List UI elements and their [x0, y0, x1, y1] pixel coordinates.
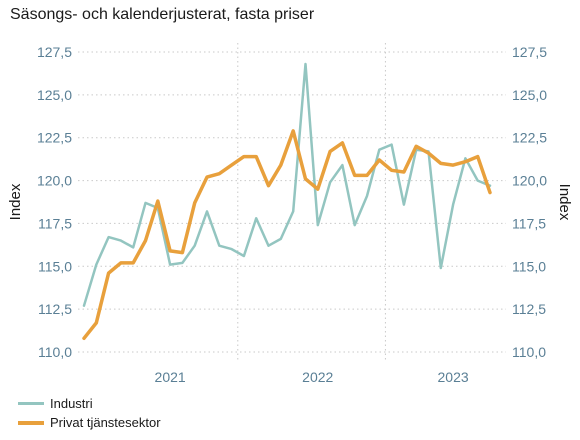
y-tick-label-left: 120,0 — [37, 173, 72, 189]
series-line-industri — [82, 62, 492, 307]
y-axis-right-title: Index — [556, 184, 573, 221]
x-tick-label: 2023 — [438, 369, 469, 385]
y-tick-label-right: 120,0 — [512, 173, 547, 189]
y-tick-label-right: 110,0 — [512, 344, 546, 360]
legend-label-industri: Industri — [50, 396, 93, 411]
y-axis-left-title: Index — [7, 183, 24, 220]
y-tick-label-left: 112,5 — [38, 301, 72, 317]
y-tick-label-right: 122,5 — [512, 130, 547, 146]
y-tick-label-left: 110,0 — [38, 344, 72, 360]
x-tick-label: 2022 — [302, 369, 333, 385]
series-line-privat-tjanstesektor — [82, 129, 492, 341]
y-tick-label-right: 112,5 — [512, 301, 546, 317]
x-tick-label: 2021 — [155, 369, 186, 385]
y-axis-left: 110,0 112,5 115,0 117,5 120,0 122,5 125,0 127,5 — [37, 44, 72, 360]
y-tick-label-left: 117,5 — [38, 215, 72, 231]
y-tick-label-right: 115,0 — [512, 258, 546, 274]
legend-swatch-privat-tjanstesektor — [18, 420, 44, 425]
legend-item-privat-tjanstesektor: Privat tjänstesektor — [18, 415, 161, 430]
y-tick-label-right: 125,0 — [512, 87, 547, 103]
chart-subtitle: Säsongs- och kalenderjusterat, fasta pri… — [10, 6, 315, 23]
y-tick-label-left: 127,5 — [37, 44, 72, 60]
legend-swatch-industri — [18, 402, 44, 405]
legend-label-privat-tjanstesektor: Privat tjänstesektor — [50, 415, 161, 430]
grid — [78, 43, 506, 362]
y-tick-label-left: 115,0 — [38, 258, 72, 274]
y-axis-right: 110,0 112,5 115,0 117,5 120,0 122,5 125,0 127,5 — [512, 44, 547, 360]
x-axis: 2021 2022 2023 — [155, 369, 469, 385]
y-tick-label-right: 127,5 — [512, 44, 547, 60]
y-tick-label-right: 117,5 — [512, 215, 546, 231]
legend-item-industri: Industri — [18, 396, 93, 411]
y-tick-label-left: 122,5 — [37, 130, 72, 146]
series-lines — [82, 62, 492, 341]
y-tick-label-left: 125,0 — [37, 87, 72, 103]
